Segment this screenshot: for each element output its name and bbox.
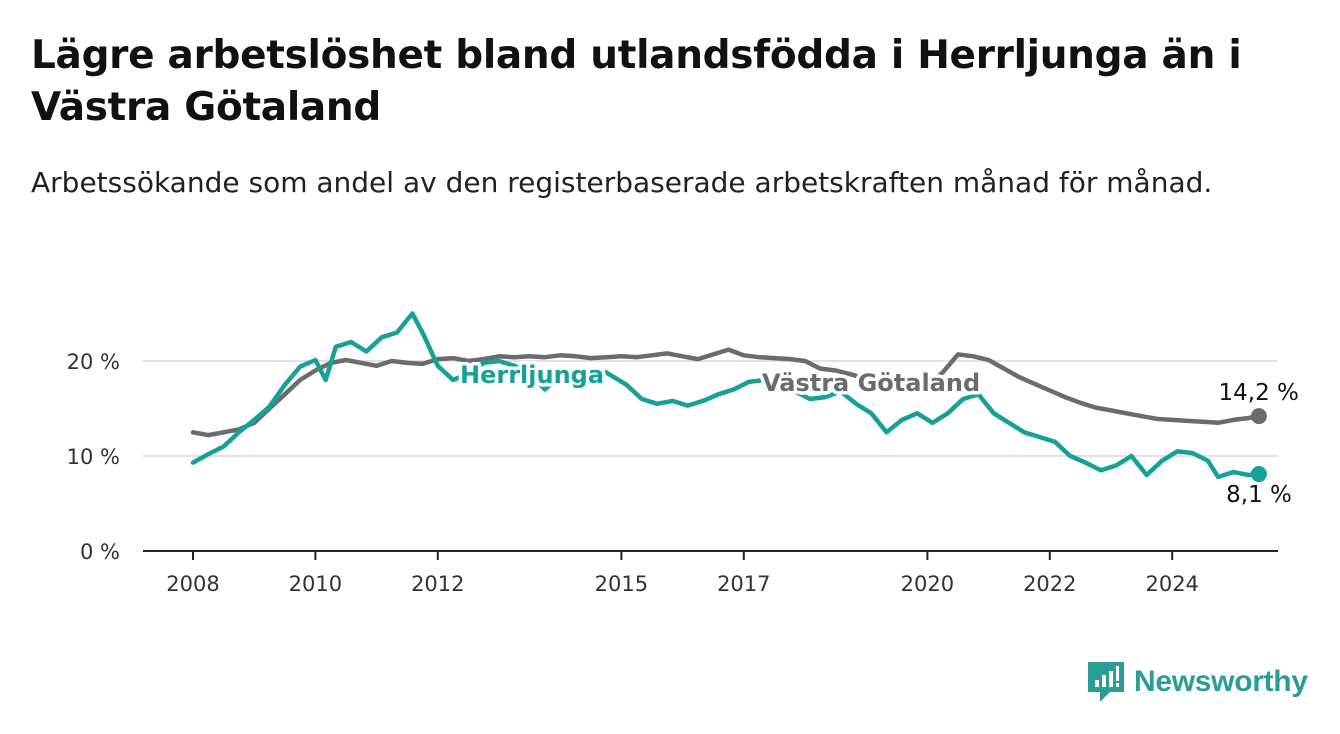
y-tick-label: 10 %: [67, 445, 120, 469]
x-tick-label: 2022: [1023, 572, 1076, 596]
end-label-herrljunga: 8,1 %: [1226, 482, 1292, 508]
end-label-vastra-gotaland: 14,2 %: [1219, 380, 1299, 406]
end-point-vastra-gotaland: [1250, 408, 1267, 425]
series-label-vastra-gotaland: Västra Götaland: [762, 369, 980, 397]
chart-title: Lägre arbetslöshet bland utlandsfödda i …: [31, 33, 1242, 130]
brand-name: Newsworthy: [1134, 665, 1308, 698]
x-tick-label: 2020: [901, 572, 954, 596]
line-chart: 0 % 10 % 20 % 2008 2010 2012 2015 2017 2020 2022…: [67, 311, 1299, 596]
x-tick-label: 2008: [166, 572, 219, 596]
annotations: Herrljunga Västra Götaland 14,2 % 8,1 %: [457, 358, 1299, 509]
y-tick-label: 0 %: [80, 540, 120, 564]
newsworthy-logo-icon: [1088, 662, 1124, 702]
newsworthy-logo: Newsworthy: [1088, 660, 1308, 704]
x-tick-label: 2012: [411, 572, 464, 596]
series-line-herrljunga: [190, 311, 1262, 480]
x-tick-label: 2024: [1145, 572, 1198, 596]
x-tick-label: 2017: [717, 572, 770, 596]
y-axis: 0 % 10 % 20 %: [67, 350, 120, 564]
series-lines: [190, 311, 1267, 483]
chart-subtitle: Arbetssökande som andel av den registerb…: [31, 166, 1213, 199]
x-tick-label: 2015: [595, 572, 648, 596]
end-point-herrljunga: [1250, 466, 1267, 483]
x-tick-label: 2010: [289, 572, 342, 596]
y-tick-label: 20 %: [67, 350, 120, 374]
series-line-vastra-gotaland: [190, 347, 1262, 438]
series-label-herrljunga: Herrljunga: [460, 361, 604, 389]
x-axis: 2008 2010 2012 2015 2017 2020 2022 2024: [143, 550, 1278, 596]
